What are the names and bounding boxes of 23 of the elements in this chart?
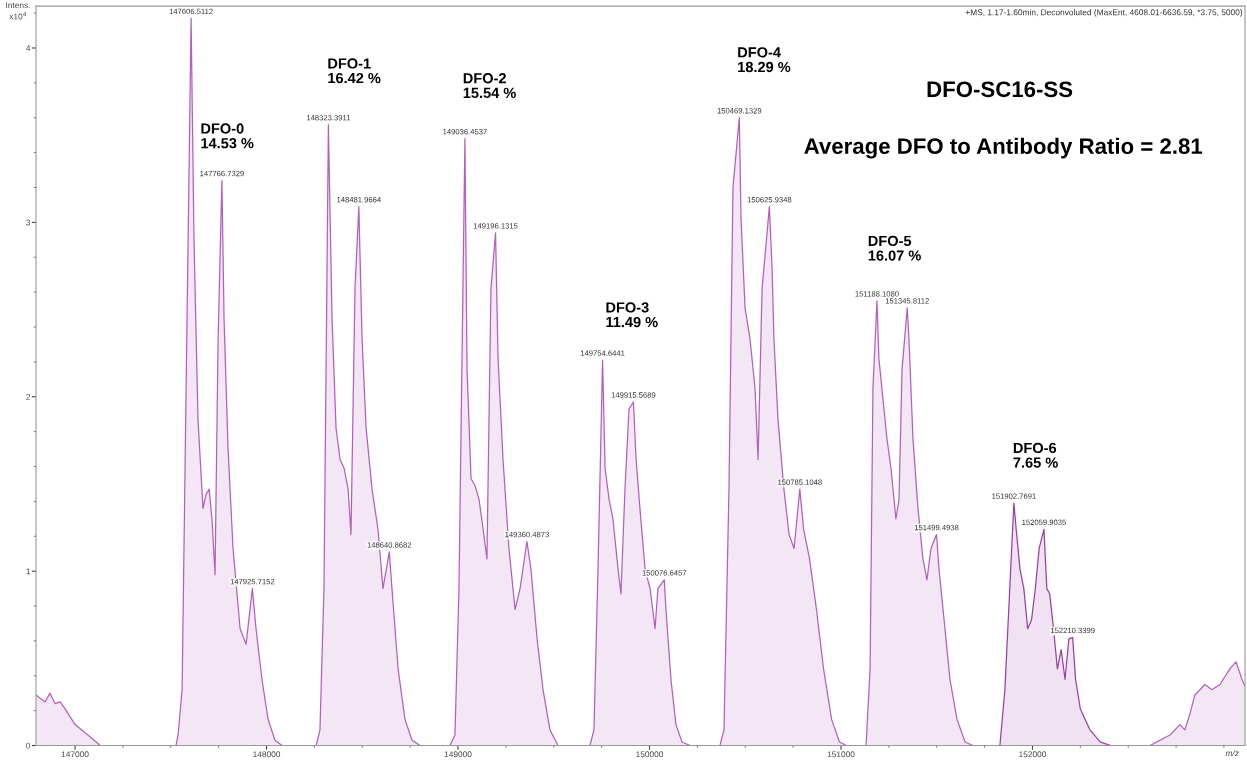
x-tick-label: 148000 [253, 751, 281, 758]
text: Average DFO to Antibody Ratio = 2.81 [804, 137, 1203, 159]
text: DFO-SC16-SS [927, 81, 1073, 98]
x-tick-label: 152000 [1019, 751, 1047, 758]
y-tick-label: 0 [26, 742, 31, 749]
annotation: DFO-4 18.29 % [738, 47, 791, 73]
x-tick-label: 147000 [61, 751, 89, 758]
x-tick-label: 151000 [827, 751, 855, 758]
annotation: DFO-1 16.42 % [328, 58, 381, 84]
annotation: DFO-5 16.07 % [868, 235, 921, 261]
annotation: DFO-0 14.53 % [201, 123, 254, 149]
x-tick-label: 149000 [444, 751, 472, 758]
x-axis-title: m/z [1225, 749, 1239, 757]
x-tick-label: 150000 [636, 751, 664, 758]
y-tick-label: 3 [26, 219, 31, 226]
annotation: +MS, 1.17-1.60min, Deconvoluted (MaxEnt, 4608.01-6636.59, *3.75, 5000) [965, 9, 1243, 17]
annotation: DFO-6 7.65 % [1013, 442, 1058, 468]
y-tick-label: 1 [26, 568, 31, 575]
y-axis-title: Intens. x10$^{4}$ [6, 2, 30, 20]
y-tick-label: 4 [26, 45, 31, 52]
y-tick-label: 2 [26, 393, 31, 400]
annotation: DFO-3 11.49 % [606, 302, 658, 328]
annotation: DFO-2 15.54 % [463, 73, 516, 99]
